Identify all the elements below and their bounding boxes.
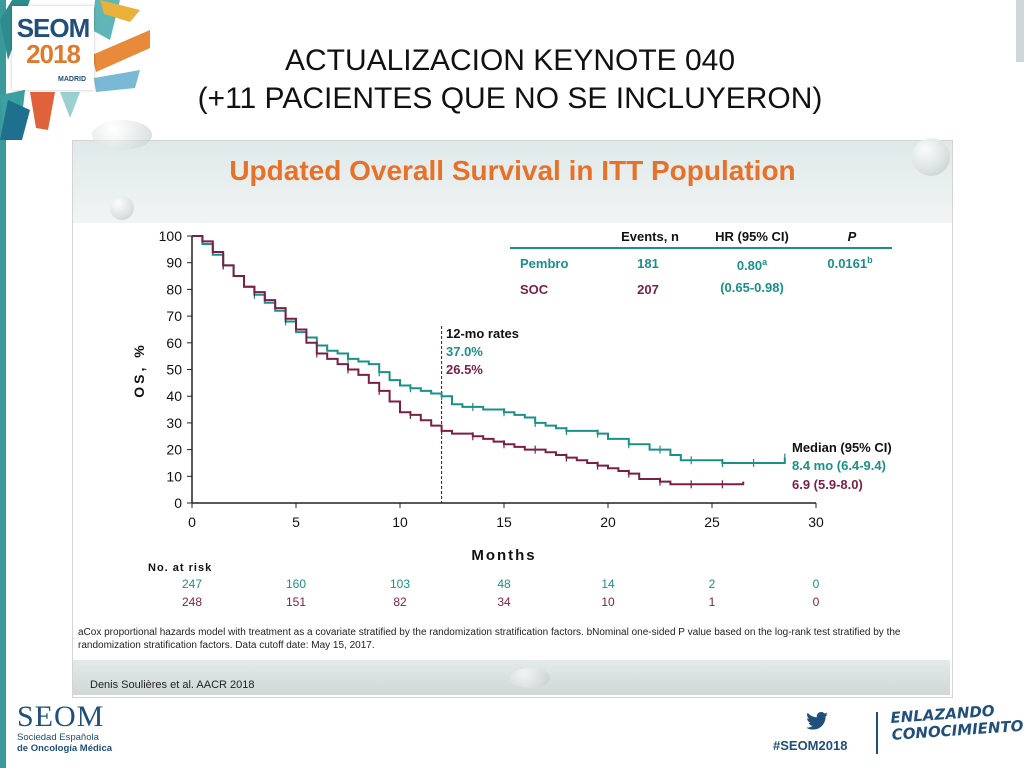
at-risk-pembro-value: 2 [709, 577, 716, 591]
at-risk-soc-value: 1 [709, 595, 716, 609]
decorative-bubble [110, 196, 134, 220]
at-risk-soc-value: 34 [497, 595, 511, 609]
stats-header-p: P [848, 229, 857, 244]
y-tick-label: 100 [159, 228, 183, 244]
chart-footnote: aCox proportional hazards model with tre… [78, 627, 901, 651]
at-risk-pembro-value: 14 [601, 577, 615, 591]
hashtag-text: #SEOM2018 [773, 738, 848, 753]
at-risk-label: No. at risk [148, 562, 212, 574]
decorative-bubble [912, 138, 950, 176]
slide-title-line2: (+11 PACIENTES QUE NO SE INCLUYERON) [197, 82, 823, 115]
logo-year-text: 2018 [26, 39, 81, 69]
at-risk-pembro-value: 0 [813, 577, 820, 591]
x-tick-label: 30 [808, 514, 824, 530]
y-tick-label: 60 [166, 335, 182, 351]
y-tick-label: 30 [166, 415, 182, 431]
brand-name: SEOM [17, 700, 105, 733]
y-tick-label: 50 [166, 362, 182, 378]
brand-sub-line2: de Oncología Médica [17, 743, 113, 754]
median-header: Median (95% CI) [792, 440, 892, 455]
logo-city-text: MADRID [58, 76, 86, 83]
citation-text: Denis Soulières et al. AACR 2018 [90, 679, 255, 691]
stats-header-hr: HR (95% CI) [715, 229, 789, 244]
seom-2018-logo: SEOM 2018 MADRID [0, 0, 150, 140]
logo-card: SEOM 2018 MADRID [12, 6, 94, 90]
stats-row-soc-hr: (0.65-0.98) [720, 280, 784, 295]
at-risk-soc-value: 82 [393, 595, 407, 609]
at-risk-pembro-value: 247 [182, 577, 202, 591]
x-tick-label: 20 [600, 514, 616, 530]
at-risk-pembro-value: 48 [497, 577, 511, 591]
at-risk-pembro-value: 103 [390, 577, 410, 591]
stats-row-pembro-hr: 0.80a [737, 257, 768, 273]
x-tick-label: 5 [292, 514, 300, 530]
x-axis-label: Months [471, 547, 536, 564]
stats-row-pembro-events: 181 [637, 256, 659, 271]
slogan: ENLAZANDO CONOCIMIENTO [890, 701, 1024, 744]
at-risk-soc-value: 248 [182, 595, 202, 609]
twelve-month-rates-label: 12-mo rates [446, 326, 519, 341]
y-tick-label: 80 [166, 281, 182, 297]
left-accent-bar [0, 0, 6, 768]
chart-title: Updated Overall Survival in ITT Populati… [229, 155, 796, 186]
stats-row-soc-events: 207 [637, 282, 659, 297]
pembro-12mo-rate: 37.0% [446, 344, 483, 359]
y-axis-label: OS, % [131, 342, 147, 397]
y-ticks: 0 10 20 30 40 50 60 70 80 90 100 [159, 228, 192, 511]
slide-title-line1: ACTUALIZACION KEYNOTE 040 [284, 44, 736, 77]
x-tick-label: 10 [392, 514, 408, 530]
y-tick-label: 90 [166, 255, 182, 271]
decorative-bubble [92, 120, 152, 150]
series-line-pembro [192, 235, 786, 464]
panel-header [73, 141, 952, 223]
y-tick-label: 0 [174, 495, 182, 511]
right-accent-block [1016, 0, 1024, 62]
median-pembro: 8.4 mo (6.4-9.4) [792, 458, 886, 473]
median-soc: 6.9 (5.9-8.0) [792, 477, 863, 492]
seom-brand: SEOM Sociedad Española de Oncología Médi… [17, 700, 113, 755]
stats-header-events: Events, n [621, 229, 679, 244]
y-tick-label: 20 [166, 442, 182, 458]
at-risk-pembro-value: 160 [286, 577, 306, 591]
at-risk-soc-value: 151 [286, 595, 306, 609]
stats-row-pembro-label: Pembro [520, 256, 568, 271]
x-tick-label: 15 [496, 514, 512, 530]
decorative-bubble [510, 668, 550, 688]
chart-panel: Updated Overall Survival in ITT Populati… [72, 140, 953, 698]
y-tick-label: 40 [166, 388, 182, 404]
x-ticks: 0 5 10 15 20 25 30 [188, 503, 824, 530]
x-tick-label: 0 [188, 514, 196, 530]
y-tick-label: 10 [166, 468, 182, 484]
slide-title: ACTUALIZACION KEYNOTE 040 (+11 PACIENTES… [150, 42, 870, 118]
series-line-soc [192, 235, 745, 486]
at-risk-soc-value: 10 [601, 595, 615, 609]
twitter-icon [806, 712, 828, 730]
logo-seom-text: SEOM [16, 13, 91, 43]
y-tick-label: 70 [166, 308, 182, 324]
footer-separator [876, 712, 878, 754]
stats-table: Events, n HR (95% CI) P Pembro 181 0.80a… [510, 229, 892, 297]
series-layer [192, 235, 786, 489]
at-risk-soc-value: 0 [813, 595, 820, 609]
stats-row-soc-label: SOC [520, 282, 549, 297]
soc-12mo-rate: 26.5% [446, 362, 483, 377]
brand-sub-line1: Sociedad Española [17, 732, 99, 743]
x-tick-label: 25 [704, 514, 720, 530]
stats-row-pembro-p: 0.0161b [827, 255, 873, 271]
